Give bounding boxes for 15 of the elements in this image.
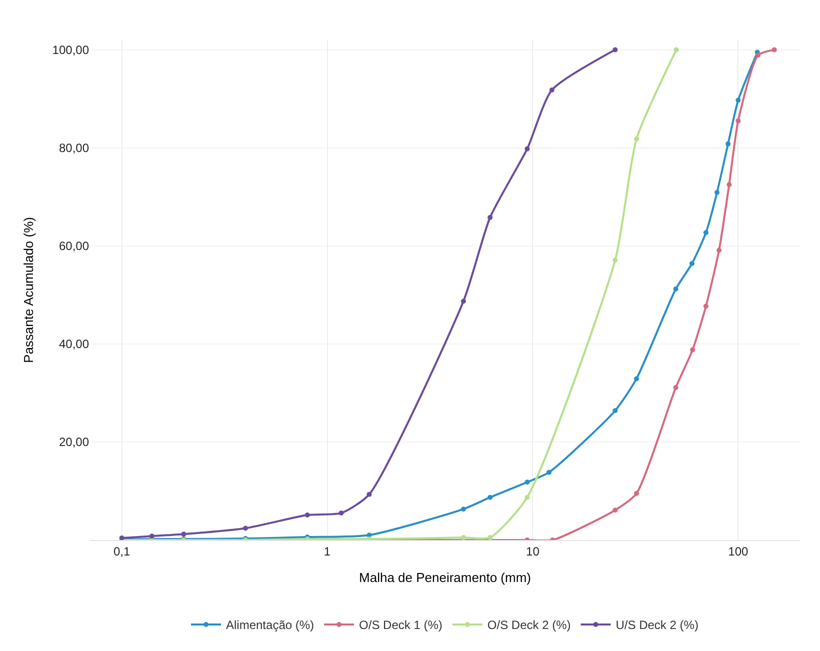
y-tick-label: 40,00: [58, 337, 90, 352]
x-axis-title: Malha de Peneiramento (mm): [359, 570, 531, 585]
y-axis-title: Passante Acumulado (%): [21, 217, 36, 363]
x-tick-label: 1: [324, 544, 331, 558]
x-tick-label: 10: [526, 544, 540, 558]
legend-label: U/S Deck 2 (%): [616, 618, 698, 632]
y-tick-label: 60,00: [58, 239, 90, 254]
x-tick-label: 0,1: [113, 544, 130, 558]
legend-label: O/S Deck 2 (%): [487, 618, 571, 632]
y-tick-label: 100,00: [52, 43, 90, 57]
y-tick-label: 20,00: [58, 435, 90, 450]
legend-label: O/S Deck 1 (%): [359, 618, 442, 632]
legend-label: Alimentação (%): [226, 618, 314, 632]
y-tick-label: 80,00: [58, 141, 90, 156]
x-tick-label: 100: [728, 544, 748, 558]
